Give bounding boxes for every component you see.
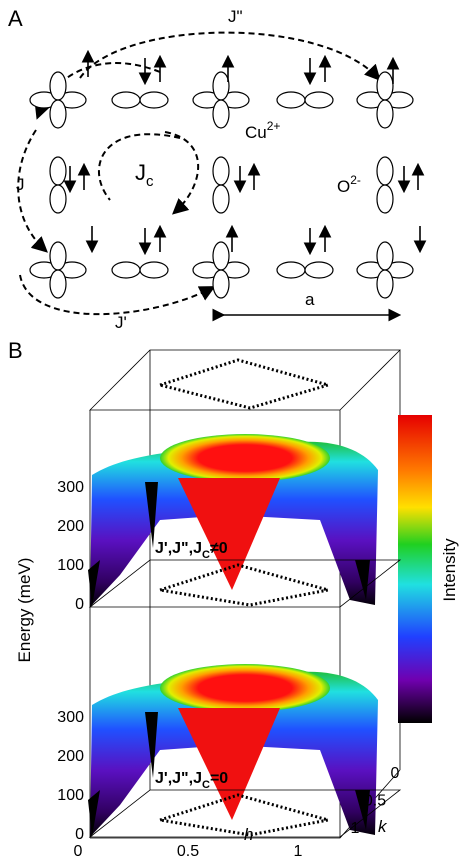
- base: [88, 559, 402, 608]
- caption-subscript: C: [202, 549, 210, 561]
- orbital-lobe: [376, 241, 394, 271]
- orbital-lobe: [276, 261, 306, 279]
- panel-b: B Intensity Energy (meV) h k 3002001000J…: [8, 338, 459, 859]
- ion: O: [337, 177, 350, 196]
- coupling-label: J": [228, 7, 243, 26]
- y-tick-label: 100: [57, 557, 84, 574]
- surface-top: [160, 434, 330, 482]
- surface-cut: [178, 478, 280, 590]
- surface: [90, 441, 378, 607]
- caption: J',J",JC≠0: [155, 540, 228, 561]
- y-tick-label: 0: [75, 596, 84, 613]
- x-tick-label: 0: [74, 843, 83, 859]
- base: [88, 789, 402, 838]
- x-tick-label: 0.5: [177, 843, 199, 859]
- coupling-arrow: [17, 129, 48, 253]
- k-tick-label: 0.5: [364, 793, 386, 810]
- surface: [90, 671, 378, 837]
- orbital-lobe: [304, 261, 334, 279]
- ion: Cu: [245, 123, 267, 142]
- coupling-label: J': [115, 313, 127, 332]
- charge: 2+: [267, 119, 281, 133]
- coupling-arrow: [79, 31, 381, 81]
- orbital-lobe: [304, 91, 334, 109]
- caption-subscript: C: [202, 779, 210, 791]
- y-tick-label: 100: [57, 787, 84, 804]
- surface-cut: [178, 708, 280, 820]
- symbol: J: [135, 160, 146, 185]
- caption-relation: ≠0: [210, 540, 228, 557]
- lattice-label: a: [305, 290, 315, 309]
- coupling-label: Jc: [135, 160, 154, 190]
- caption-text: J',J",J: [155, 540, 202, 557]
- caption-relation: =0: [210, 770, 228, 787]
- surface-top: [160, 664, 330, 712]
- box: [89, 349, 401, 839]
- orbital-lobe: [276, 91, 306, 109]
- y-axis-label: Energy (meV): [15, 558, 34, 663]
- caption-text: J',J",J: [155, 770, 202, 787]
- zone: [159, 563, 329, 607]
- panel-label: B: [8, 338, 23, 363]
- caption: J',J",JC=0: [155, 770, 228, 791]
- orbital-lobe: [139, 91, 169, 109]
- y-tick-label: 300: [57, 479, 84, 496]
- k-axis-label: k: [378, 817, 388, 836]
- orbital-lobe: [49, 71, 67, 101]
- coupling-arrow: [19, 274, 216, 316]
- orbital-lobe: [49, 269, 67, 299]
- orbital-lobe: [212, 184, 230, 214]
- orbital-lobe: [376, 99, 394, 129]
- subscript: c: [146, 173, 154, 190]
- orbital-lobe: [376, 71, 394, 101]
- orbital-lobe: [212, 241, 230, 271]
- colorbar-label: Intensity: [440, 538, 459, 602]
- x-tick-label: 1: [294, 843, 303, 859]
- k-tick-label: 0: [391, 765, 400, 782]
- orbital-lobe: [49, 241, 67, 271]
- orbital-lobe: [111, 91, 141, 109]
- orbital-lobe: [376, 269, 394, 299]
- charge: 2-: [350, 173, 361, 187]
- coupling-label: J: [16, 175, 25, 194]
- orbital-lobe: [212, 269, 230, 299]
- orbital-lobe: [111, 261, 141, 279]
- ion-label: O2-: [337, 173, 361, 196]
- y-tick-label: 300: [57, 709, 84, 726]
- ion-label: Cu2+: [245, 119, 280, 142]
- orbital-lobe: [212, 156, 230, 186]
- panel-label: A: [8, 6, 23, 31]
- orbital-lobe: [49, 184, 67, 214]
- orbital-lobe: [139, 261, 169, 279]
- colorbar: [398, 415, 432, 723]
- orbital-lobe: [376, 184, 394, 214]
- orbital-lobe: [49, 99, 67, 129]
- orbital-lobe: [212, 99, 230, 129]
- y-tick-label: 200: [57, 748, 84, 765]
- k-tick-label: 1: [351, 820, 360, 837]
- y-tick-label: 0: [75, 826, 84, 843]
- x-axis-label: h: [244, 825, 253, 844]
- orbital-lobe: [49, 156, 67, 186]
- orbital-lobe: [212, 71, 230, 101]
- panel-a: A J" J Jc J' Cu2+ O2- a: [8, 6, 427, 332]
- orbital-lobe: [376, 156, 394, 186]
- y-tick-label: 200: [57, 518, 84, 535]
- coupling-arrow: [97, 131, 200, 212]
- zone: [159, 793, 329, 837]
- zone: [154, 358, 334, 410]
